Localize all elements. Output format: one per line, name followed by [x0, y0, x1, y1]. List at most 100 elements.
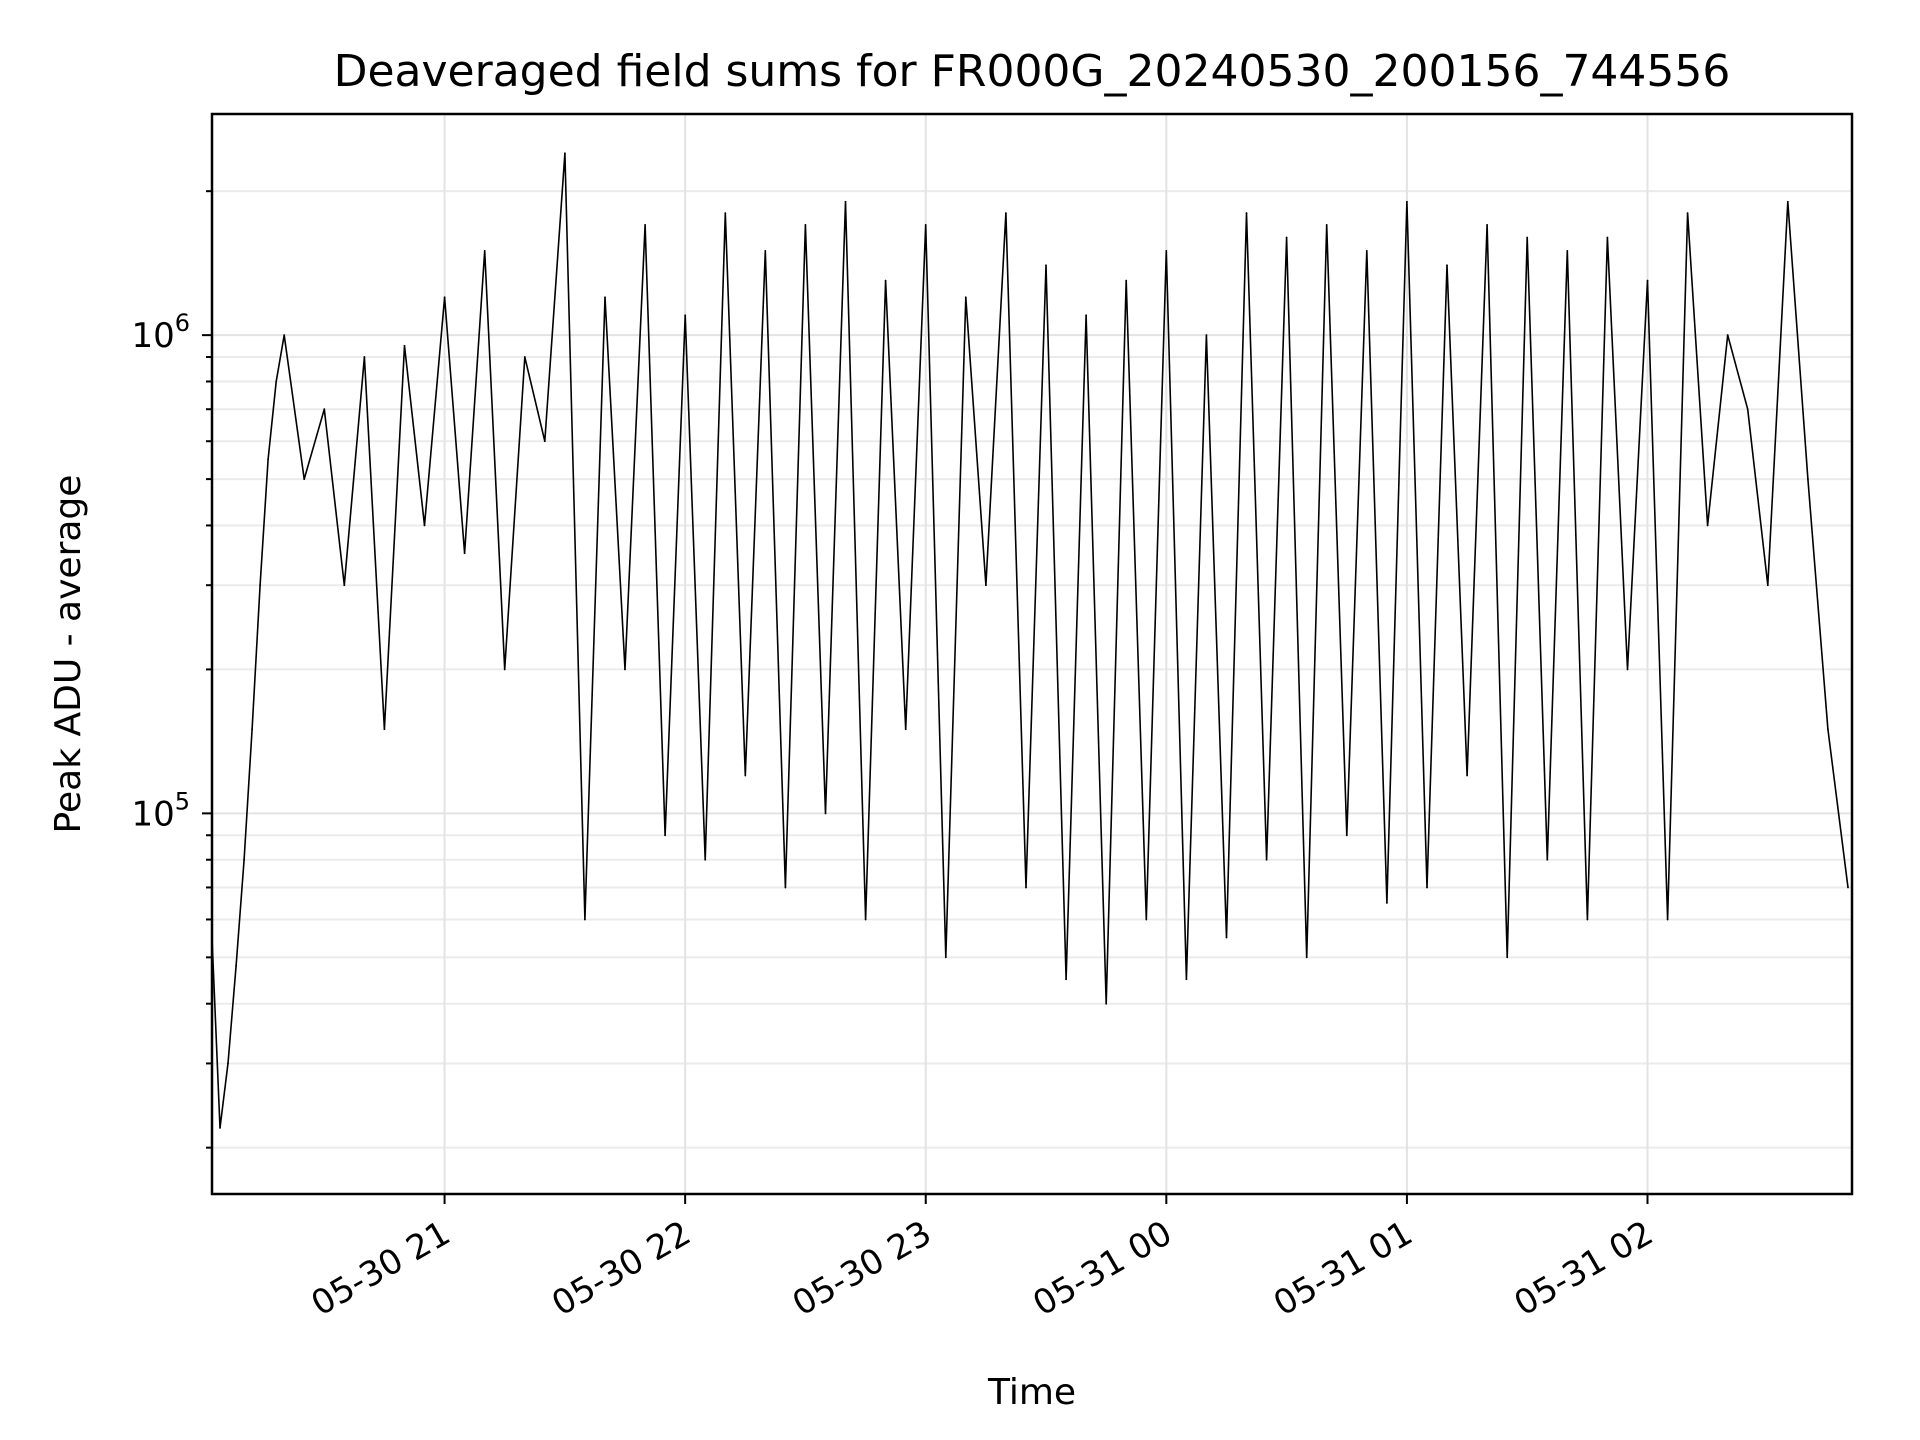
data-point: [1466, 774, 1468, 777]
data-point: [1406, 200, 1408, 203]
y-tick-label: 106: [131, 309, 190, 356]
data-point: [1626, 668, 1629, 671]
data-point: [275, 380, 278, 383]
data-point: [844, 200, 847, 203]
data-point: [259, 584, 261, 587]
data-point: [584, 918, 586, 921]
data-point: [1746, 408, 1749, 411]
y-tick-base: 10: [131, 316, 174, 356]
data-point: [764, 250, 767, 252]
data-point: [235, 964, 238, 967]
data-point: [1165, 250, 1168, 252]
data-point: [1827, 728, 1829, 731]
data-point: [624, 668, 626, 671]
data-point: [283, 334, 286, 336]
data-point: [1345, 834, 1348, 837]
data-point: [463, 552, 466, 555]
data-point: [363, 356, 366, 358]
data-point: [503, 668, 506, 671]
data-point: [1025, 886, 1027, 889]
data-point: [804, 224, 807, 226]
data-point: [1486, 224, 1488, 226]
data-point: [523, 356, 526, 358]
data-point: [323, 408, 326, 411]
data-point: [1245, 212, 1248, 215]
data-point: [219, 1127, 221, 1129]
x-axis-label: Time: [987, 1372, 1076, 1413]
data-point: [1446, 264, 1448, 267]
data-point: [383, 728, 386, 731]
data-series: [211, 152, 1849, 1129]
y-tick-label: 105: [131, 787, 190, 834]
data-point: [824, 812, 827, 815]
data-point: [1666, 918, 1669, 921]
data-point: [227, 1062, 229, 1065]
data-point: [684, 314, 687, 317]
data-point: [403, 344, 406, 347]
data-point: [944, 956, 947, 959]
data-point: [1526, 236, 1529, 239]
data-point: [543, 440, 546, 443]
data-point: [483, 250, 486, 252]
data-point: [704, 858, 707, 861]
data-point: [1606, 236, 1609, 239]
y-tick-exponent: 6: [175, 309, 190, 337]
data-point: [1686, 212, 1689, 215]
data-point: [251, 728, 254, 731]
data-point: [904, 728, 907, 731]
data-point: [884, 279, 887, 282]
data-point: [1726, 334, 1729, 336]
data-point: [1325, 224, 1328, 226]
data-point: [604, 296, 606, 299]
data-point: [724, 212, 727, 215]
data-point: [1546, 858, 1549, 861]
data-point: [1566, 250, 1569, 252]
data-point: [1586, 918, 1589, 921]
data-point: [1205, 334, 1208, 336]
data-point: [1386, 902, 1388, 904]
data-point: [1085, 314, 1087, 317]
y-tick-base: 10: [131, 794, 174, 834]
data-point: [1285, 236, 1288, 239]
data-point: [1706, 524, 1709, 527]
data-point: [1426, 886, 1428, 889]
data-point: [1365, 250, 1368, 252]
data-point: [964, 296, 967, 299]
data-point: [1646, 279, 1649, 282]
data-point: [243, 858, 246, 861]
plot-frame: [210, 112, 1854, 1196]
data-point: [423, 524, 426, 527]
data-point: [1766, 584, 1769, 587]
data-point: [1185, 978, 1188, 981]
data-point: [1506, 956, 1509, 959]
data-point: [443, 296, 446, 299]
data-point: [864, 918, 867, 921]
data-point: [1265, 858, 1268, 861]
data-point: [1786, 200, 1789, 203]
data-point: [1847, 886, 1849, 889]
data-point: [744, 774, 747, 777]
chart-title: Deaveraged field sums for FR000G_2024053…: [334, 46, 1731, 97]
data-point: [1105, 1002, 1108, 1005]
data-point: [1145, 918, 1148, 921]
data-point: [564, 152, 566, 155]
series-line: [211, 152, 1849, 1129]
data-point: [1807, 478, 1809, 480]
y-tick-exponent: 5: [175, 787, 190, 815]
data-point: [644, 224, 646, 226]
data-point: [784, 886, 787, 889]
data-point: [1125, 279, 1128, 282]
y-axis-label: Peak ADU - average: [48, 475, 89, 834]
data-point: [1045, 264, 1047, 267]
data-point: [343, 584, 346, 587]
data-point: [1065, 978, 1067, 981]
data-point: [1005, 212, 1007, 215]
data-point: [985, 584, 987, 587]
data-point: [303, 478, 306, 480]
data-point: [664, 834, 666, 837]
data-point: [924, 224, 927, 226]
data-point: [267, 458, 269, 461]
